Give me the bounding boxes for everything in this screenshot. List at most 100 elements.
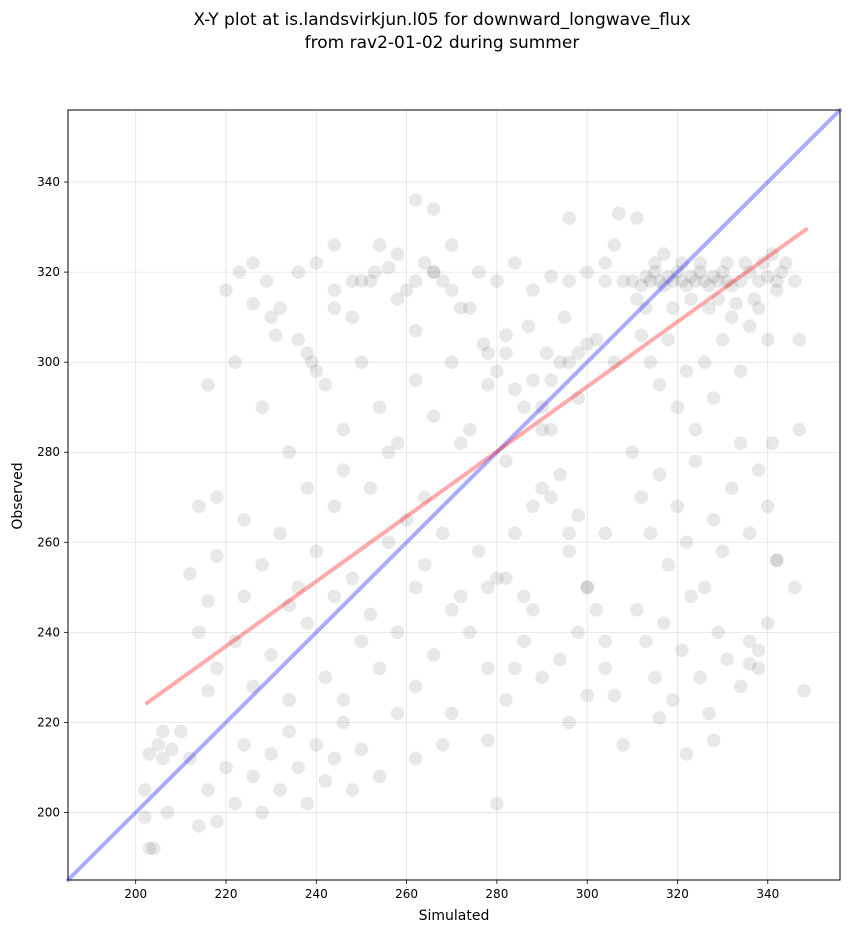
- scatter-point: [354, 634, 369, 649]
- scatter-point: [444, 355, 459, 369]
- scatter-point: [336, 715, 351, 730]
- scatter-point: [228, 355, 242, 369]
- scatter-point: [255, 400, 269, 414]
- scatter-point: [499, 571, 513, 586]
- scatter-point: [562, 274, 576, 288]
- scatter-point: [702, 706, 716, 721]
- scatter-point: [259, 274, 274, 288]
- scatter-point: [675, 643, 689, 658]
- scatter-point: [408, 373, 423, 387]
- scatter-point: [426, 265, 441, 279]
- scatter-point: [706, 269, 721, 284]
- scatter-point: [300, 346, 315, 360]
- x-tick-label-4: 280: [485, 887, 508, 901]
- scatter-point: [453, 436, 468, 451]
- scatter-point: [639, 269, 653, 284]
- scatter-point: [553, 355, 567, 369]
- scatter-point: [472, 544, 486, 559]
- scatter-point: [463, 301, 477, 315]
- scatter-point: [571, 346, 585, 360]
- scatter-point: [146, 841, 161, 856]
- scatter-point: [526, 283, 540, 297]
- scatter-point: [390, 292, 405, 306]
- scatter-point: [657, 616, 671, 631]
- x-tick-label-1: 220: [215, 887, 238, 901]
- scatter-point: [521, 319, 536, 333]
- scatter-point: [381, 445, 396, 460]
- scatter-point: [693, 670, 707, 685]
- scatter-point: [142, 747, 157, 761]
- scatter-point: [607, 355, 622, 369]
- scatter-point: [562, 355, 576, 369]
- scatter-point: [291, 760, 306, 775]
- scatter-point: [246, 769, 260, 784]
- scatter-point: [729, 296, 743, 311]
- scatter-point: [151, 738, 166, 752]
- scatter-point: [679, 747, 694, 761]
- scatter-point: [639, 634, 653, 649]
- scatter-point: [652, 711, 667, 725]
- x-tick-label-7: 340: [756, 887, 779, 901]
- scatter-point: [675, 274, 689, 288]
- scatter-point: [697, 274, 712, 288]
- scatter-point: [363, 607, 378, 622]
- scatter-point: [648, 256, 662, 270]
- scatter-point: [327, 301, 342, 315]
- scatter-point: [142, 841, 157, 856]
- scatter-point: [544, 269, 558, 284]
- scatter-point: [490, 571, 504, 586]
- scatter-point: [571, 625, 585, 640]
- scatter-point: [697, 580, 712, 595]
- scatter-point: [751, 643, 766, 658]
- scatter-point: [571, 391, 585, 405]
- scatter-point: [345, 310, 360, 324]
- scatter-point: [742, 657, 757, 671]
- scatter-point: [354, 742, 369, 757]
- scatter-point: [589, 332, 604, 347]
- scatter-point: [426, 265, 441, 279]
- scatter-point: [417, 490, 432, 505]
- scatter-point: [408, 751, 423, 766]
- scatter-point: [742, 319, 757, 333]
- scatter-point: [201, 377, 215, 392]
- regression-line: [145, 227, 809, 706]
- scatter-point: [508, 661, 522, 676]
- scatter-point: [760, 332, 775, 347]
- scatter-point: [232, 265, 247, 279]
- scatter-point: [580, 580, 594, 595]
- scatter-point: [246, 296, 260, 311]
- scatter-point: [648, 670, 662, 685]
- scatter-point: [490, 796, 504, 811]
- scatter-point: [535, 670, 549, 685]
- scatter-point: [327, 751, 342, 766]
- scatter-point: [751, 274, 766, 288]
- scatter-point: [639, 301, 653, 315]
- scatter-point: [733, 274, 748, 288]
- scatter-point: [282, 693, 297, 707]
- scatter-point: [688, 422, 703, 437]
- scatter-point: [228, 796, 242, 811]
- scatter-point: [675, 256, 689, 270]
- scatter-point: [769, 274, 784, 288]
- scatter-point: [300, 616, 315, 631]
- scatter-point: [693, 265, 707, 279]
- scatter-point: [774, 265, 789, 279]
- scatter-point: [408, 193, 423, 207]
- scatter-point: [652, 377, 667, 392]
- scatter-point: [679, 535, 694, 550]
- scatter-point: [201, 594, 215, 608]
- scatter-point: [693, 256, 707, 270]
- scatter-point: [160, 805, 175, 820]
- scatter-point: [435, 526, 450, 541]
- scatter-point: [499, 693, 513, 707]
- scatter-point: [769, 553, 784, 568]
- scatter-point: [282, 724, 297, 739]
- scatter-point: [192, 499, 206, 514]
- scatter-point: [417, 256, 432, 270]
- scatter-point: [444, 283, 459, 297]
- scatter-point: [779, 256, 793, 270]
- scatter-point: [291, 580, 306, 595]
- scatter-point: [634, 328, 649, 342]
- y-tick-label-0: 200: [37, 805, 60, 819]
- scatter-point: [481, 661, 495, 676]
